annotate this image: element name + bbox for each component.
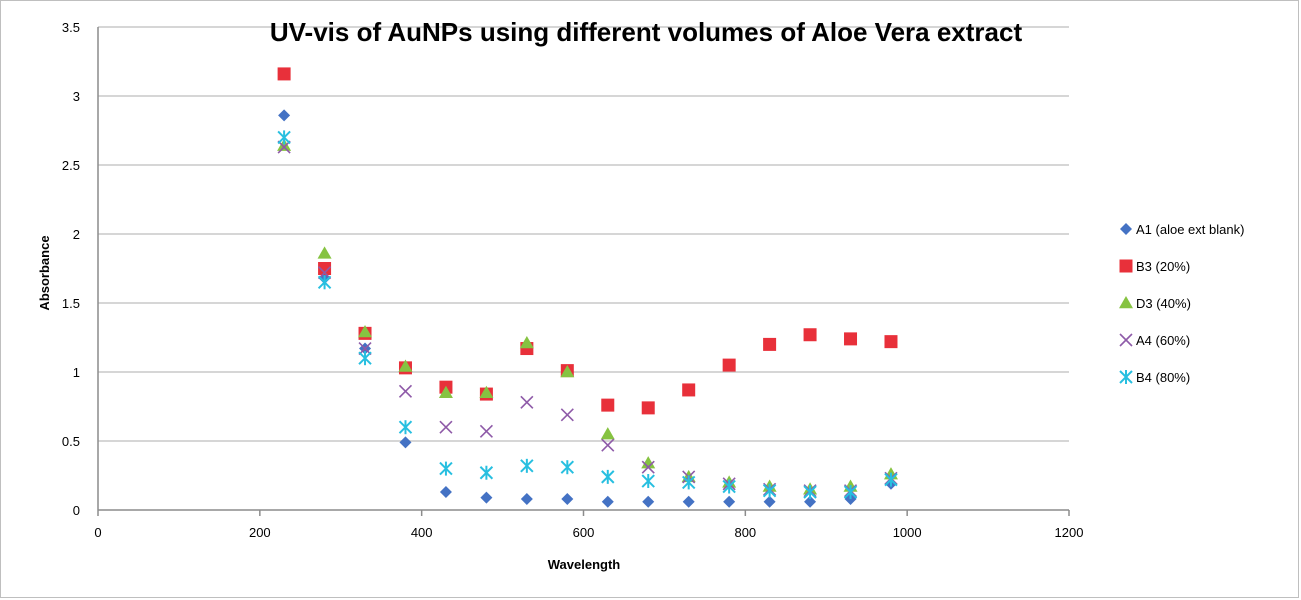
- data-points: [277, 67, 898, 508]
- data-point: [520, 458, 534, 473]
- grid-lines: [98, 26, 1069, 442]
- data-point: [884, 335, 898, 349]
- legend-item: D3 (40%): [1119, 296, 1191, 311]
- data-point: [317, 246, 332, 259]
- data-point: [318, 262, 332, 275]
- data-point: [439, 461, 453, 476]
- data-point: [763, 337, 777, 351]
- data-point: [682, 495, 695, 508]
- x-tick-label: 200: [249, 525, 271, 540]
- data-point: [278, 109, 291, 122]
- legend-marker-icon: [1120, 223, 1132, 235]
- y-tick-label: 2: [73, 227, 80, 242]
- data-point: [804, 495, 817, 508]
- data-point: [277, 138, 292, 151]
- y-axis-label: Absorbance: [37, 235, 52, 310]
- data-point: [844, 332, 858, 346]
- data-point: [561, 492, 574, 505]
- data-point: [601, 495, 614, 508]
- data-point: [560, 460, 575, 475]
- legend-marker-icon: [1119, 259, 1133, 273]
- data-point: [722, 479, 736, 494]
- data-point: [277, 67, 291, 81]
- legend-marker-icon: [1119, 333, 1133, 347]
- x-tick-labels: 0 200 400 600 800 1000 1200: [94, 525, 1083, 540]
- y-tick-labels: 0 0.5 1 1.5 2 2.5 3 3.5: [62, 20, 80, 518]
- data-point: [884, 472, 898, 487]
- data-point: [641, 401, 655, 415]
- data-point: [641, 474, 655, 489]
- data-point: [762, 483, 777, 498]
- legend-label: A4 (60%): [1136, 333, 1190, 348]
- x-tick-label: 1200: [1055, 525, 1084, 540]
- x-tick-label: 400: [411, 525, 433, 540]
- legend-item: B4 (80%): [1119, 370, 1190, 385]
- x-tick-label: 600: [573, 525, 595, 540]
- data-point: [601, 469, 615, 484]
- y-tick-label: 3: [73, 89, 80, 104]
- data-point: [682, 383, 696, 397]
- data-point: [480, 491, 493, 504]
- legend-item: B3 (20%): [1119, 259, 1190, 274]
- data-point: [277, 140, 291, 154]
- data-point: [803, 485, 817, 500]
- data-point: [601, 438, 615, 452]
- y-tick-label: 1.5: [62, 296, 80, 311]
- x-tick-label: 1000: [893, 525, 922, 540]
- x-tick-label: 0: [94, 525, 101, 540]
- data-point: [399, 436, 412, 449]
- data-point: [358, 324, 373, 338]
- legend-marker-icon: [1119, 370, 1133, 384]
- data-point: [681, 475, 696, 490]
- data-point: [641, 460, 655, 474]
- legend-marker-icon: [1119, 296, 1133, 309]
- data-point: [803, 328, 817, 342]
- y-tick-label: 2.5: [62, 158, 80, 173]
- y-tick-label: 3.5: [62, 20, 80, 35]
- data-point: [317, 275, 332, 290]
- data-point: [560, 408, 574, 422]
- data-point: [641, 456, 656, 469]
- data-point: [520, 395, 534, 409]
- data-point: [439, 486, 452, 499]
- y-tick-label: 0.5: [62, 434, 80, 449]
- data-point: [520, 492, 533, 505]
- y-tick-label: 1: [73, 365, 80, 380]
- legend-label: B3 (20%): [1136, 259, 1190, 274]
- legend: A1 (aloe ext blank) B3 (20%) D3 (40%) A4 (6…: [1119, 222, 1244, 385]
- data-point: [398, 359, 413, 372]
- data-point: [439, 420, 453, 434]
- data-point: [601, 398, 615, 412]
- legend-label: A1 (aloe ext blank): [1136, 222, 1244, 237]
- axes: [97, 27, 1070, 516]
- data-point: [642, 495, 655, 508]
- x-axis-label: Wavelength: [548, 557, 621, 572]
- y-tick-label: 0: [73, 503, 80, 518]
- data-point: [277, 130, 291, 145]
- chart-title: UV-vis of AuNPs using different volumes …: [270, 17, 1023, 47]
- data-point: [723, 495, 736, 508]
- legend-label: B4 (80%): [1136, 370, 1190, 385]
- data-point: [358, 351, 372, 366]
- data-point: [358, 341, 372, 356]
- data-point: [519, 336, 534, 349]
- data-point: [438, 385, 453, 398]
- data-point: [763, 495, 776, 508]
- data-point: [560, 365, 575, 378]
- legend-label: D3 (40%): [1136, 296, 1191, 311]
- data-point: [479, 424, 493, 438]
- data-point: [398, 420, 413, 435]
- data-point: [318, 266, 332, 280]
- data-point: [479, 385, 494, 398]
- data-point: [600, 427, 615, 440]
- data-point: [479, 465, 494, 480]
- data-point: [843, 485, 858, 500]
- data-point: [722, 358, 736, 372]
- legend-item: A4 (60%): [1119, 333, 1190, 348]
- legend-item: A1 (aloe ext blank): [1120, 222, 1244, 237]
- x-tick-label: 800: [734, 525, 756, 540]
- data-point: [398, 384, 413, 398]
